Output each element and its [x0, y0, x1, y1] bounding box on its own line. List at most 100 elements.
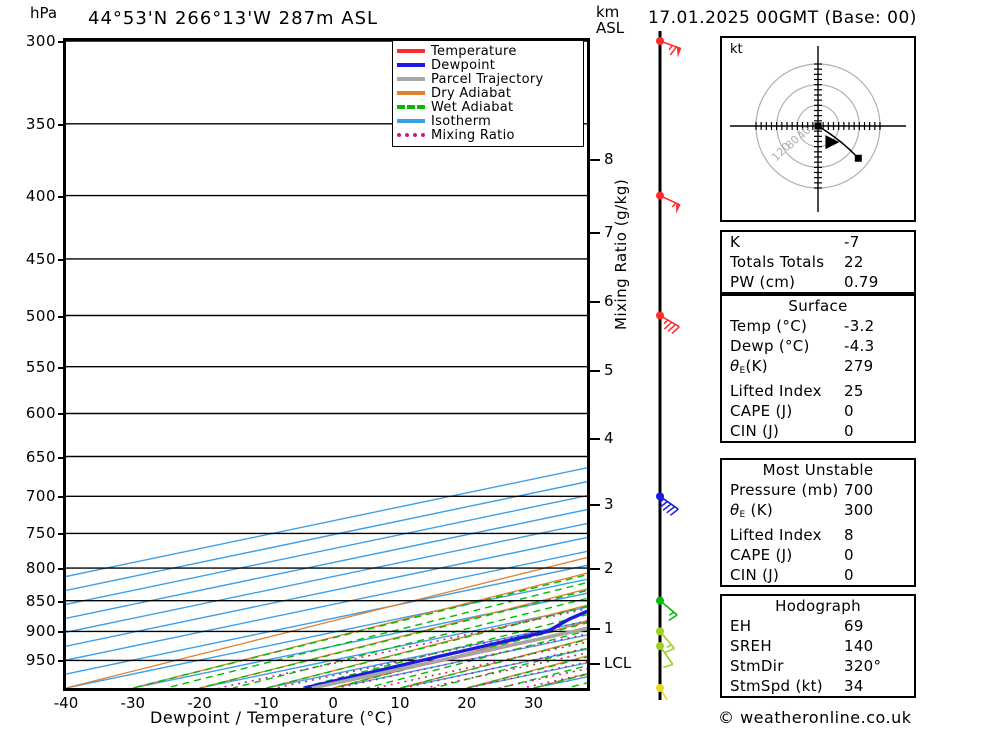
temperature-tick-label: -10: [254, 694, 279, 712]
legend-color-swatch: [397, 63, 425, 67]
temperature-tick-label: 20: [457, 694, 477, 712]
index-row: Temp (°C) -3.2: [722, 316, 914, 336]
index-value: 69: [844, 617, 864, 635]
temperature-tick-label: 0: [328, 694, 338, 712]
sounding-panel: hPa km ASL 44°53'N 266°13'W 287m ASL 300…: [25, 4, 682, 727]
index-label: SREH: [730, 637, 772, 655]
legend: Temperature Dewpoint Parcel Trajectory Dry …: [392, 40, 584, 147]
pressure-tick: [58, 456, 66, 459]
height-tick: [590, 159, 600, 162]
isotherm-line: [66, 481, 587, 592]
index-label: CIN (J): [730, 566, 780, 584]
height-tick: [590, 663, 600, 666]
pressure-tick-label: 650: [25, 447, 56, 466]
height-tick: [590, 437, 600, 440]
index-row: CIN (J) 0: [722, 565, 914, 585]
pressure-tick: [58, 195, 66, 198]
legend-item: Wet Adiabat: [397, 100, 579, 114]
wet-adiabat-line: [266, 605, 587, 688]
wet-adiabat-line: [199, 589, 587, 688]
most-unstable-panel: Most Unstable Pressure (mb) 700 θE (K) 300 Li…: [720, 458, 916, 587]
index-row: StmSpd (kt) 34: [722, 676, 914, 696]
index-row: K -7: [722, 232, 914, 252]
height-tick: [590, 231, 600, 234]
temperature-tick-label: -20: [187, 694, 212, 712]
pressure-tick-label: 750: [25, 524, 56, 543]
wind-barb: [656, 311, 680, 335]
legend-label: Dry Adiabat: [431, 85, 512, 101]
wind-barb: [656, 642, 674, 669]
height-tick: [590, 369, 600, 372]
wind-barb: [656, 492, 679, 516]
wet-adiabat-line: [166, 581, 587, 688]
pressure-tick: [58, 631, 66, 634]
pressure-tick: [58, 258, 66, 261]
index-label: PW (cm): [730, 273, 796, 291]
height-tick-label: 3: [604, 494, 614, 513]
pressure-tick: [58, 568, 66, 571]
wind-barb: [656, 684, 672, 711]
height-tick-label: 1: [604, 619, 614, 638]
pressure-tick: [58, 41, 66, 43]
height-tick-label: 5: [604, 360, 614, 379]
index-row: θE (K) 300: [722, 500, 914, 525]
pressure-tick: [58, 366, 66, 369]
legend-label: Mixing Ratio: [431, 127, 515, 143]
index-row: EH 69: [722, 616, 914, 636]
height-tick-label: 7: [604, 222, 614, 241]
index-value: 34: [844, 677, 864, 695]
index-label: CAPE (J): [730, 402, 793, 420]
temperature-tick-label: 10: [390, 694, 410, 712]
isotherm-line: [66, 522, 587, 633]
height-tick-label: 2: [604, 559, 614, 578]
temperature-tick-label: 30: [524, 694, 544, 712]
index-label: θE(K): [730, 357, 768, 376]
legend-item: Dry Adiabat: [397, 86, 579, 100]
pressure-tick-label: 500: [25, 306, 56, 325]
isotherm-line: [66, 536, 587, 647]
wind-barb-column: [636, 30, 696, 711]
index-value: 25: [844, 382, 864, 400]
surface-indices-panel: Surface Temp (°C) -3.2 Dewp (°C) -4.3 θE(K) 27…: [720, 294, 916, 443]
legend-color-swatch: [397, 105, 425, 109]
index-label: θE (K): [730, 501, 773, 520]
index-value: 700: [844, 481, 874, 499]
wind-barb: [656, 37, 682, 58]
dewpoint-curve: [304, 609, 587, 688]
dry-adiabat-line: [66, 556, 587, 688]
index-value: -7: [844, 233, 860, 251]
pressure-tick-label: 850: [25, 591, 56, 610]
legend-item: Dewpoint: [397, 58, 579, 72]
isotherm-line: [66, 578, 587, 688]
wind-barb: [656, 627, 675, 654]
index-label: CAPE (J): [730, 546, 793, 564]
height-tick: [590, 503, 600, 506]
x-axis-title: Dewpoint / Temperature (°C): [150, 708, 394, 727]
legend-item: Temperature: [397, 44, 579, 58]
pressure-unit-label: hPa: [30, 4, 58, 22]
dry-adiabat-line: [132, 572, 587, 688]
legend-label: Isotherm: [431, 113, 492, 129]
skewt-canvas-clip: [66, 41, 587, 688]
legend-label: Parcel Trajectory: [431, 71, 544, 87]
pressure-tick: [58, 496, 66, 499]
index-row: Lifted Index 8: [722, 525, 914, 545]
pressure-tick: [58, 123, 66, 126]
isotherm-line: [66, 564, 587, 675]
pressure-tick-label: 600: [25, 404, 56, 423]
legend-color-swatch: [397, 133, 425, 137]
index-row: θE(K) 279: [722, 356, 914, 381]
pressure-tick-label: 400: [25, 186, 56, 205]
index-value: 0: [844, 566, 854, 584]
index-label: StmSpd (kt): [730, 677, 823, 695]
panel-heading: Surface: [788, 297, 848, 315]
index-row: CIN (J) 0: [722, 421, 914, 441]
hodograph-plot: kt 120 80 40: [720, 36, 916, 222]
hodograph-unit-label: kt: [730, 42, 743, 57]
height-tick: [590, 568, 600, 571]
height-tick-label: LCL: [604, 654, 632, 673]
hodograph-point: [854, 154, 862, 162]
hodograph-point: [814, 122, 822, 130]
index-value: -3.2: [844, 317, 875, 335]
index-label: EH: [730, 617, 752, 635]
